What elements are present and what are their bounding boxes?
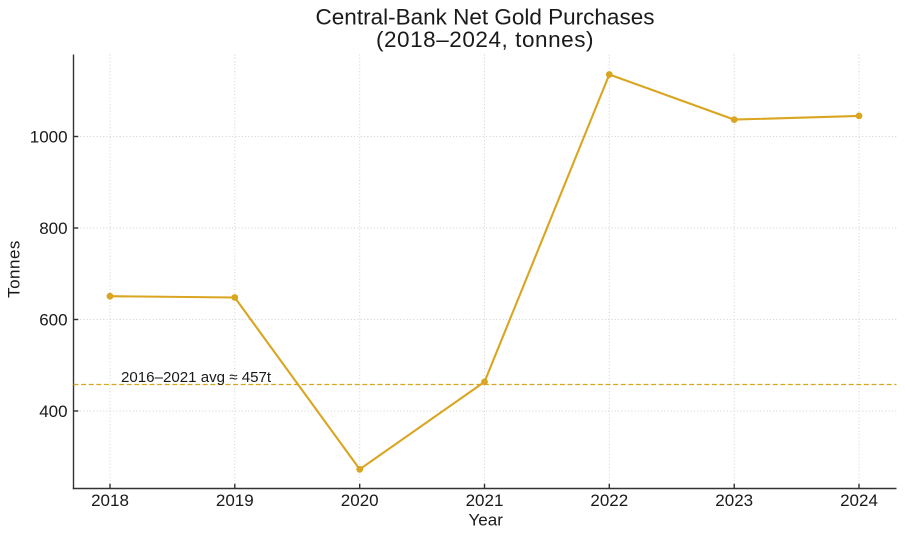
svg-text:1000: 1000 — [30, 128, 68, 147]
svg-text:2021: 2021 — [466, 491, 504, 510]
svg-text:(2018–2024, tonnes): (2018–2024, tonnes) — [376, 27, 594, 52]
svg-text:Central-Bank Net Gold Purchase: Central-Bank Net Gold Purchases — [316, 5, 655, 30]
svg-text:600: 600 — [39, 311, 67, 330]
svg-text:2020: 2020 — [341, 491, 379, 510]
svg-text:400: 400 — [39, 402, 67, 421]
svg-text:2023: 2023 — [715, 491, 753, 510]
svg-text:Tonnes: Tonnes — [5, 240, 24, 298]
svg-text:800: 800 — [39, 219, 67, 238]
svg-text:2018: 2018 — [91, 491, 129, 510]
svg-text:2022: 2022 — [590, 491, 628, 510]
svg-text:2019: 2019 — [216, 491, 254, 510]
svg-text:2024: 2024 — [840, 491, 878, 510]
svg-text:Year: Year — [469, 510, 504, 529]
svg-text:2016–2021 avg ≈ 457t: 2016–2021 avg ≈ 457t — [121, 369, 272, 386]
